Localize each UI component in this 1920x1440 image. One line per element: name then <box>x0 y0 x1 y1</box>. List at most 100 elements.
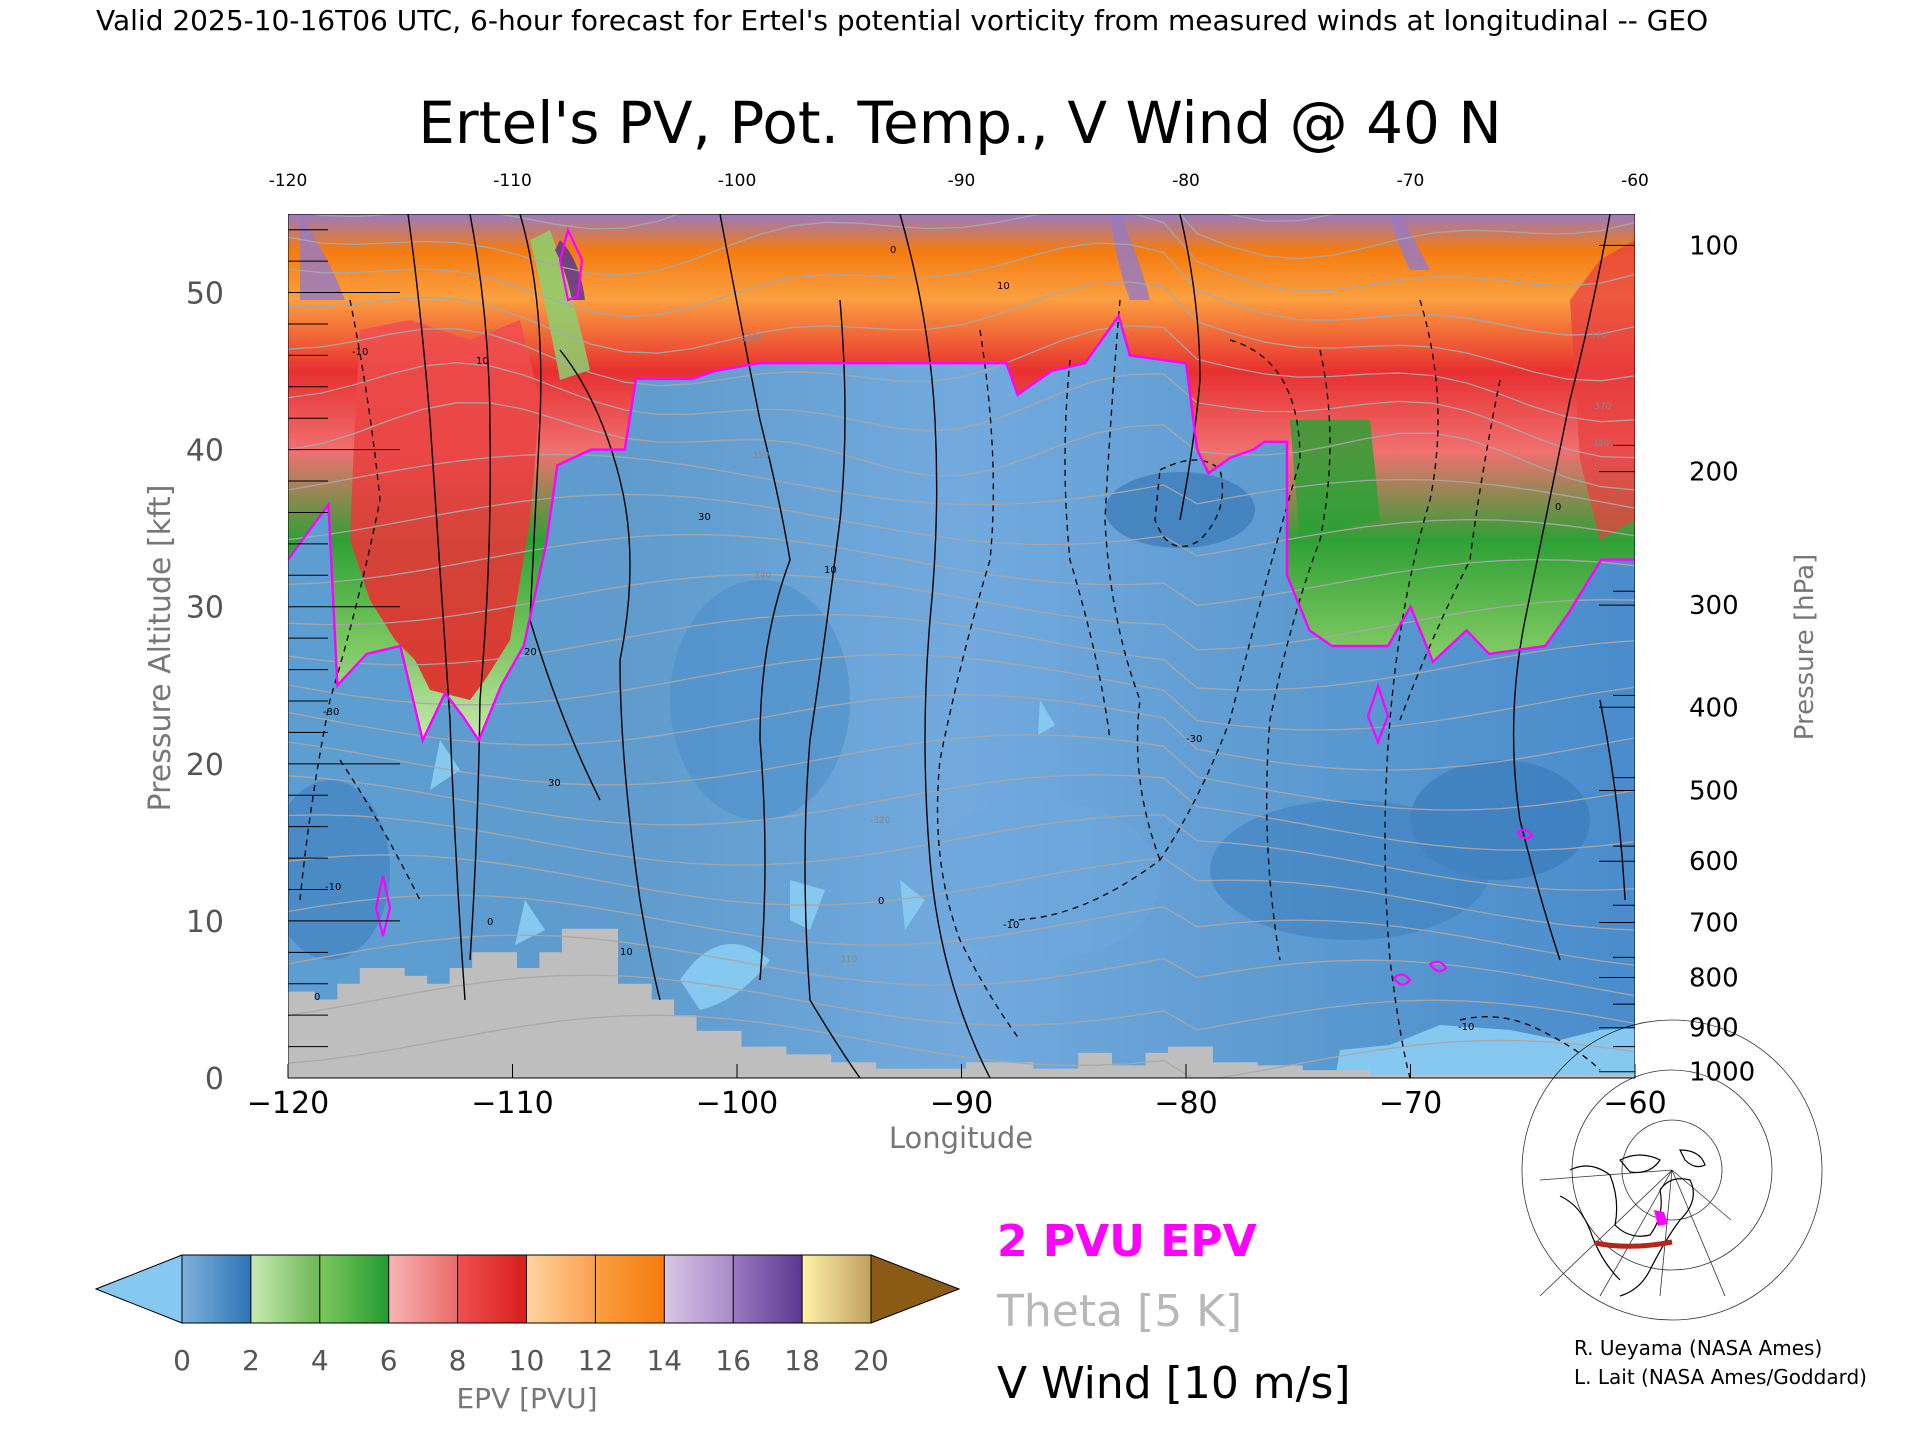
colorbar-under-arrow <box>94 1254 183 1324</box>
wind-contours <box>407 214 1626 1078</box>
x-tick-label: −120 <box>247 1086 329 1121</box>
pressure-tick-label: 800 <box>1689 963 1739 993</box>
theta-line <box>288 402 1635 491</box>
theta-line <box>288 814 1635 891</box>
theta-line <box>288 774 1635 851</box>
colorbar-frame <box>181 1254 872 1324</box>
theta-line <box>288 734 1635 811</box>
colorbar-tick-label: 18 <box>784 1344 820 1377</box>
y-axis-label: Pressure Altitude [kft] <box>143 485 178 812</box>
x-tick-label: −80 <box>1154 1086 1217 1121</box>
top-axis: -120 -110 -100 -90 -80 -70 -60 <box>269 171 1649 191</box>
svg-text:10: 10 <box>997 281 1010 292</box>
svg-text:-10: -10 <box>325 882 341 893</box>
colorbar-bin <box>595 1255 665 1323</box>
colorbar: 0 2 4 6 8 10 12 14 16 18 20 <box>94 1254 961 1377</box>
colorbar-tick-label: 14 <box>646 1344 682 1377</box>
svg-text:370: 370 <box>746 333 763 343</box>
svg-text:10: 10 <box>620 947 633 958</box>
strat-plumes <box>300 214 1430 540</box>
locator-map <box>1521 1019 1823 1321</box>
theta-line <box>288 694 1635 771</box>
colorbar-tick-label: 20 <box>853 1344 889 1377</box>
theta-line <box>288 894 1635 966</box>
colorbar-over-arrow <box>870 1254 961 1324</box>
y-tick-label: 20 <box>186 748 224 783</box>
colorbar-bin <box>457 1255 527 1323</box>
y-tick-label: 40 <box>186 434 224 469</box>
x-tick-label: −110 <box>471 1086 553 1121</box>
colorbar-bin <box>388 1255 458 1323</box>
svg-text:-10: -10 <box>1458 1022 1474 1033</box>
svg-text:340: 340 <box>754 571 771 581</box>
colorbar-bin <box>802 1255 871 1323</box>
terrain <box>288 928 1635 1078</box>
theta-line <box>288 613 1635 691</box>
colorbar-bin <box>664 1255 734 1323</box>
pressure-tick-label: 400 <box>1689 693 1739 723</box>
contour-labels: -10 10 30 20 10 0 10 -30 -10 -30 -10 -10… <box>314 245 1561 1033</box>
svg-text:0: 0 <box>1555 502 1561 513</box>
left-axis: 0 10 20 30 40 50 <box>186 229 400 1097</box>
valid-time-header: Valid 2025-10-16T06 UTC, 6-hour forecast… <box>96 4 1708 37</box>
theta-line <box>288 974 1635 1031</box>
theta-line <box>288 533 1635 607</box>
svg-text:-30: -30 <box>323 707 339 718</box>
top-tick-label: -90 <box>948 171 976 191</box>
svg-text:-320: -320 <box>870 816 891 826</box>
svg-text:370: 370 <box>1594 402 1611 412</box>
theta-line <box>288 281 1635 382</box>
y2-axis-label: Pressure [hPa] <box>1790 554 1820 741</box>
svg-text:10: 10 <box>824 565 837 576</box>
pv2-islands <box>374 226 1534 986</box>
y-tick-label: 0 <box>205 1062 224 1097</box>
pressure-tick-label: 700 <box>1689 908 1739 938</box>
pressure-tick-label: 500 <box>1689 777 1739 807</box>
colorbar-tick-label: 10 <box>509 1344 545 1377</box>
svg-text:0: 0 <box>314 992 320 1003</box>
colorbar-bin <box>250 1255 320 1323</box>
theta-line <box>288 653 1635 731</box>
theta-line <box>288 854 1635 931</box>
pressure-tick-label: 200 <box>1689 458 1739 488</box>
colorbar-tick-label: 8 <box>449 1344 467 1377</box>
svg-text:0: 0 <box>878 896 884 907</box>
theta-line <box>310 214 1635 260</box>
tropo-shading <box>288 472 1590 960</box>
colorbar-tick-label: 12 <box>578 1344 614 1377</box>
plot-area: -10 10 30 20 10 0 10 -30 -10 -30 -10 -10… <box>288 214 1635 1078</box>
top-tick-label: -70 <box>1397 171 1425 191</box>
svg-text:30: 30 <box>698 512 711 523</box>
colorbar-tick-label: 2 <box>242 1344 260 1377</box>
x-axis-label: Longitude <box>889 1121 1033 1155</box>
top-tick-label: -60 <box>1621 171 1649 191</box>
theta-line <box>288 362 1635 459</box>
theta-line <box>288 934 1635 997</box>
svg-text:20: 20 <box>524 647 537 658</box>
theta-line <box>288 242 1635 336</box>
x-tick-label: −90 <box>930 1086 993 1121</box>
legend: 2 PVU EPV Theta [5 K] V Wind [10 m/s] <box>996 1216 1351 1409</box>
theta-line <box>288 493 1635 557</box>
theta-line <box>288 214 1635 292</box>
pressure-tick-label: 900 <box>1689 1014 1739 1044</box>
top-tick-label: -80 <box>1172 171 1200 191</box>
svg-text:30: 30 <box>548 778 561 789</box>
svg-text:0: 0 <box>890 245 896 256</box>
pv2-contour <box>288 313 1635 744</box>
credit-1: R. Ueyama (NASA Ames) <box>1574 1336 1822 1360</box>
svg-text:380: 380 <box>1592 439 1609 449</box>
svg-text:350: 350 <box>752 451 769 461</box>
theta-line <box>288 453 1635 509</box>
colorbar-tick-label: 0 <box>173 1344 191 1377</box>
colorbar-bin <box>733 1255 803 1323</box>
svg-text:-10: -10 <box>352 347 368 358</box>
theta-line <box>288 573 1635 651</box>
y-tick-label: 10 <box>186 905 224 940</box>
y-tick-label: 30 <box>186 591 224 626</box>
svg-text:370: 370 <box>1590 331 1607 341</box>
svg-text:0: 0 <box>487 917 493 928</box>
theta-line <box>288 1014 1635 1078</box>
svg-text:-10: -10 <box>1003 920 1019 931</box>
colorbar-bin <box>182 1255 251 1323</box>
